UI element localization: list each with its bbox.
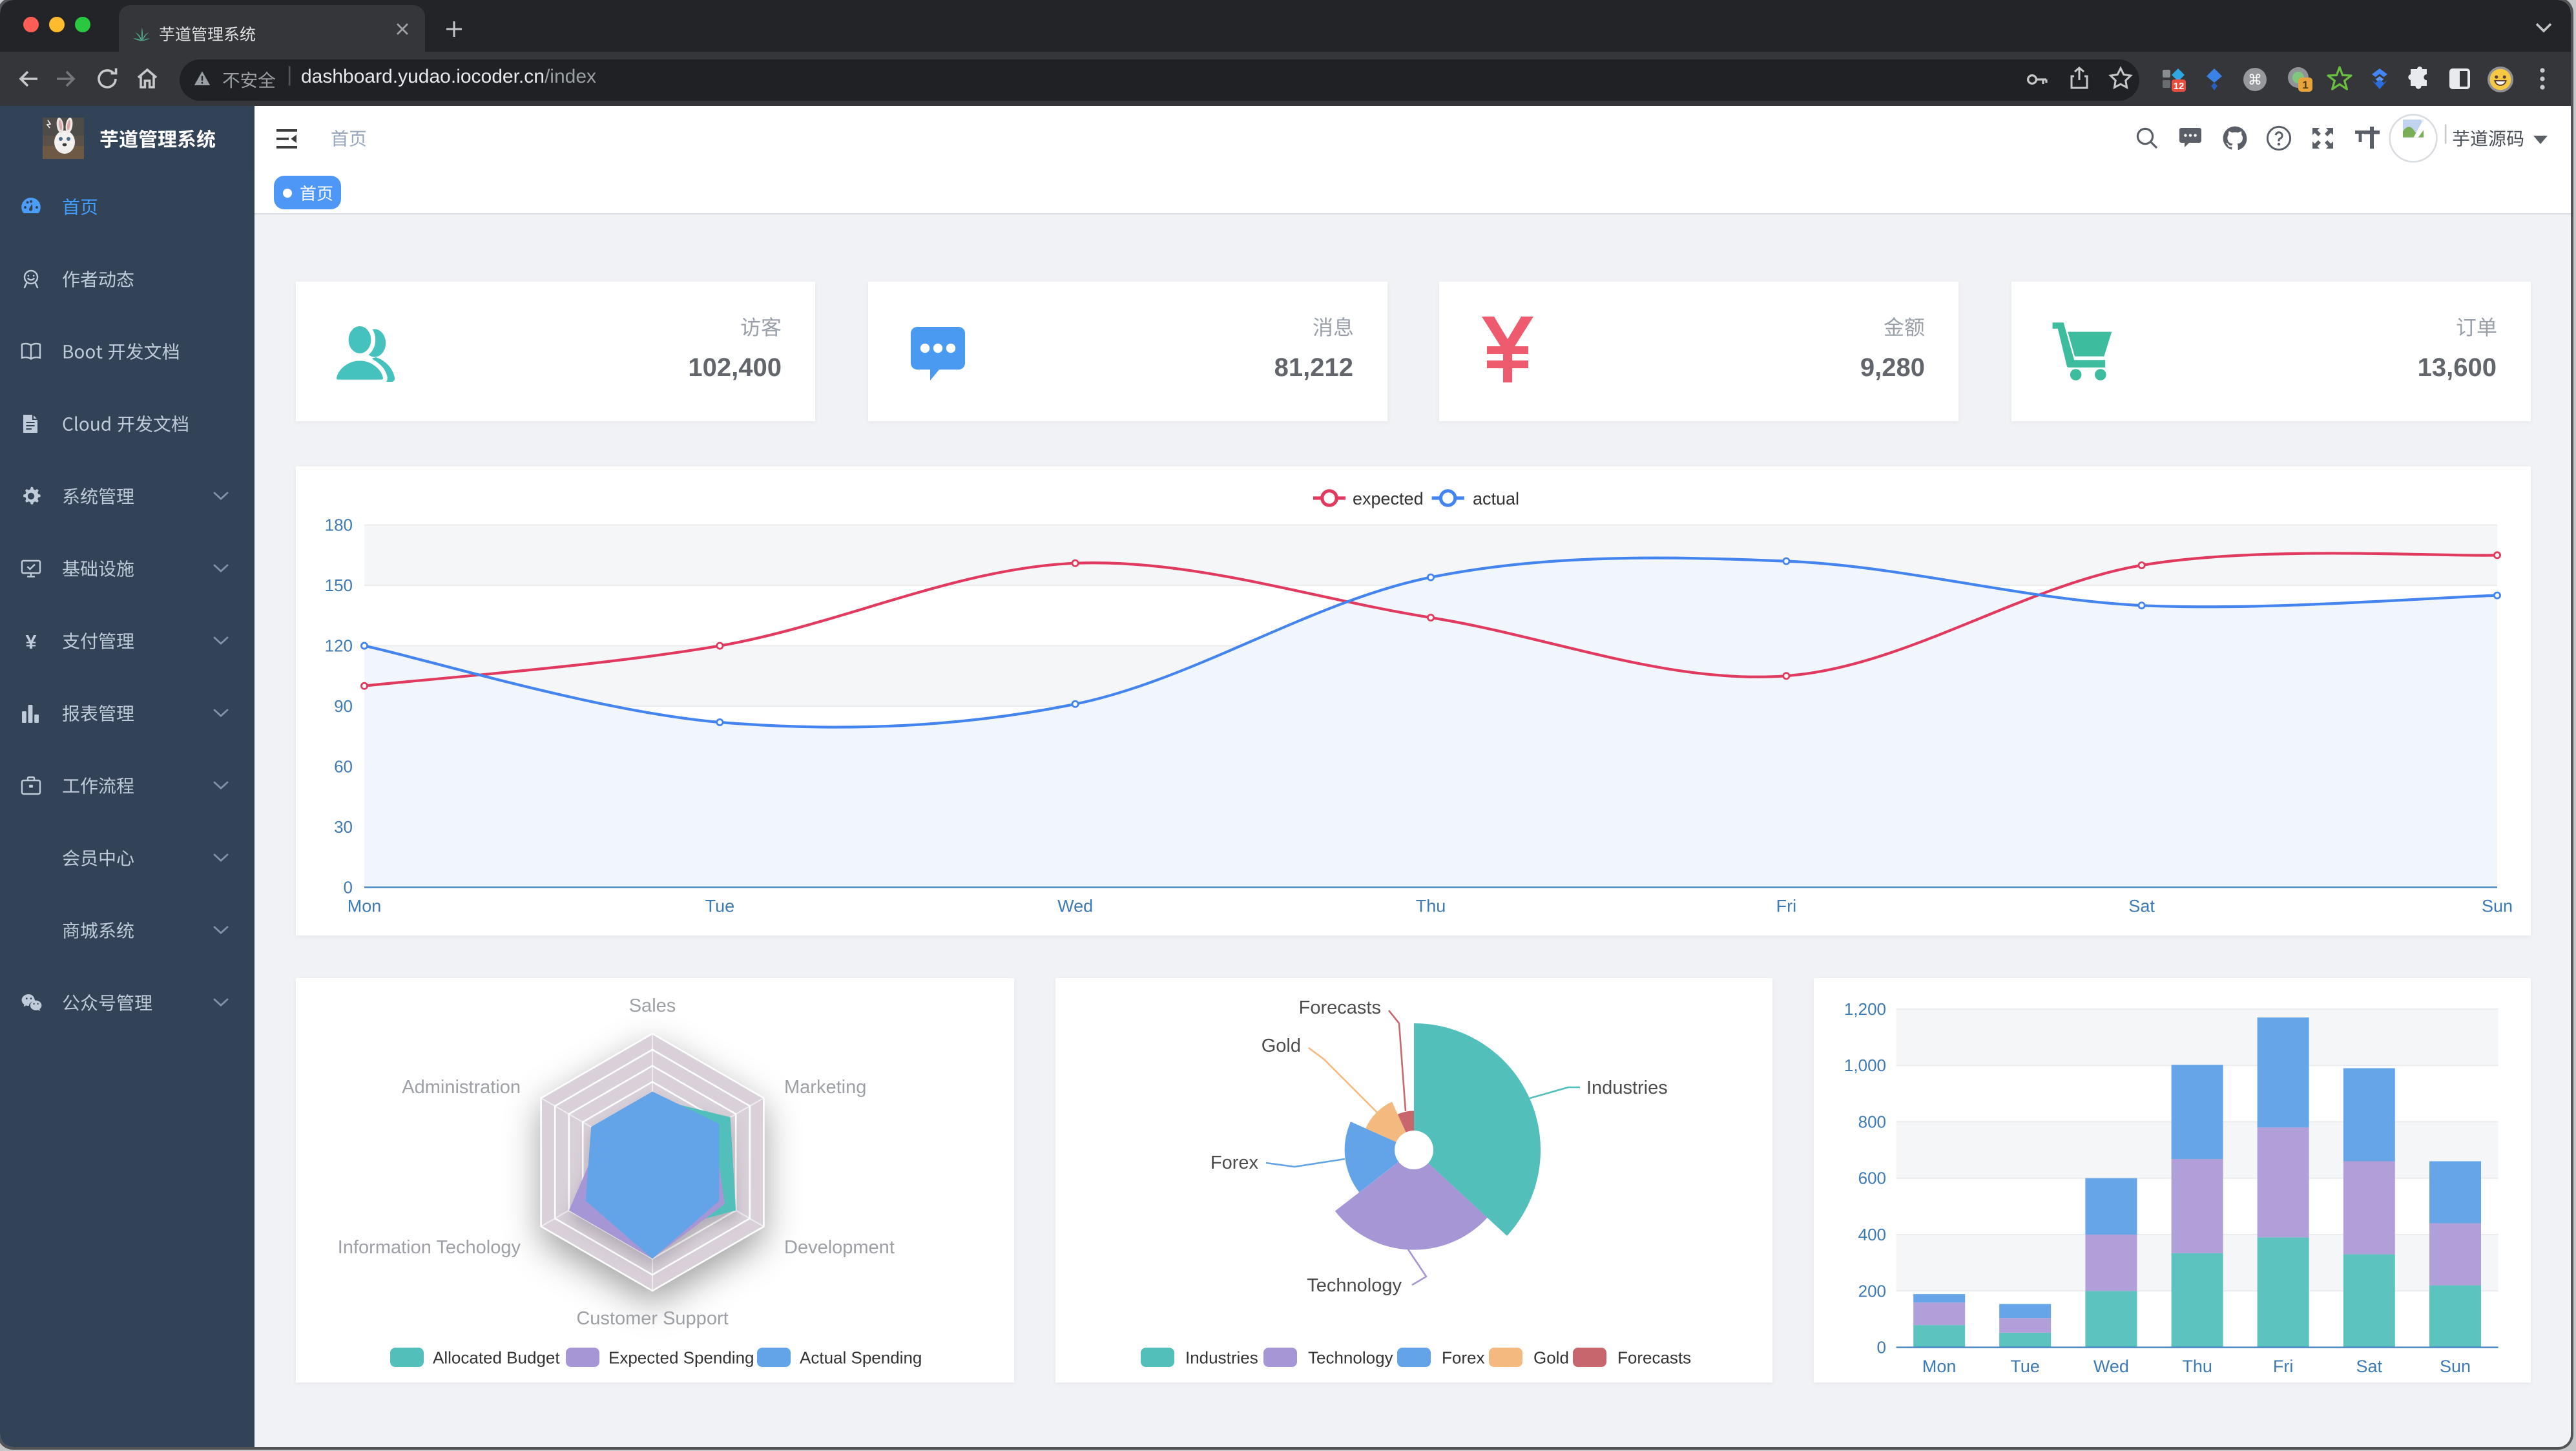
svg-text:Sat: Sat bbox=[2128, 896, 2155, 915]
svg-text:Allocated Budget: Allocated Budget bbox=[433, 1348, 560, 1368]
svg-text:Sun: Sun bbox=[2439, 1357, 2470, 1376]
svg-text:Forecasts: Forecasts bbox=[1298, 997, 1380, 1018]
svg-text:Thu: Thu bbox=[2181, 1357, 2212, 1376]
svg-text:Tue: Tue bbox=[705, 896, 735, 915]
svg-text:400: 400 bbox=[1858, 1225, 1885, 1244]
svg-text:Wed: Wed bbox=[2093, 1357, 2128, 1376]
svg-text:Development: Development bbox=[784, 1237, 895, 1258]
svg-text:Technology: Technology bbox=[1306, 1275, 1401, 1296]
svg-text:⌘: ⌘ bbox=[2248, 72, 2262, 88]
svg-text:Expected Spending: Expected Spending bbox=[608, 1348, 754, 1368]
svg-text:Industries: Industries bbox=[1185, 1348, 1258, 1368]
svg-text:1: 1 bbox=[2302, 79, 2308, 91]
svg-text:Forex: Forex bbox=[1210, 1153, 1258, 1173]
svg-text:Industries: Industries bbox=[1586, 1078, 1667, 1098]
svg-text:60: 60 bbox=[334, 757, 353, 776]
svg-text:Thu: Thu bbox=[1416, 896, 1446, 915]
svg-text:12: 12 bbox=[2174, 81, 2185, 92]
svg-text:120: 120 bbox=[325, 636, 353, 656]
svg-text:Mon: Mon bbox=[1922, 1357, 1956, 1376]
svg-text:¥: ¥ bbox=[25, 631, 37, 651]
svg-text:Tue: Tue bbox=[2010, 1357, 2039, 1376]
svg-text:Information Techology: Information Techology bbox=[338, 1237, 521, 1258]
svg-text:actual: actual bbox=[1473, 489, 1519, 508]
svg-text:Gold: Gold bbox=[1261, 1036, 1300, 1056]
svg-text:1,000: 1,000 bbox=[1844, 1056, 1885, 1075]
svg-text:expected: expected bbox=[1353, 489, 1424, 508]
svg-text:Mon: Mon bbox=[348, 896, 382, 915]
svg-text:30: 30 bbox=[334, 817, 353, 837]
svg-text:200: 200 bbox=[1858, 1281, 1885, 1300]
svg-text:0: 0 bbox=[344, 877, 353, 897]
svg-text:90: 90 bbox=[334, 696, 353, 716]
svg-text:0: 0 bbox=[1876, 1338, 1885, 1357]
svg-text:Forecasts: Forecasts bbox=[1617, 1348, 1690, 1368]
svg-text:800: 800 bbox=[1858, 1112, 1885, 1131]
svg-text:Customer Support: Customer Support bbox=[576, 1308, 728, 1329]
svg-text:Sales: Sales bbox=[629, 996, 676, 1016]
svg-text:Forex: Forex bbox=[1441, 1348, 1484, 1368]
svg-text:Sun: Sun bbox=[2482, 896, 2513, 915]
svg-text:Administration: Administration bbox=[402, 1077, 521, 1098]
svg-text:1,200: 1,200 bbox=[1844, 999, 1885, 1019]
svg-text:Actual Spending: Actual Spending bbox=[800, 1348, 922, 1368]
svg-text:Technology: Technology bbox=[1307, 1348, 1393, 1368]
svg-text:150: 150 bbox=[325, 576, 353, 595]
svg-text:600: 600 bbox=[1858, 1169, 1885, 1188]
svg-text:Fri: Fri bbox=[2272, 1357, 2292, 1376]
svg-text:180: 180 bbox=[325, 516, 353, 535]
svg-text:Fri: Fri bbox=[1776, 896, 1796, 915]
svg-text:Sat: Sat bbox=[2356, 1357, 2382, 1376]
svg-text:Gold: Gold bbox=[1533, 1348, 1568, 1368]
svg-text:Marketing: Marketing bbox=[784, 1077, 866, 1098]
svg-text:Wed: Wed bbox=[1057, 896, 1093, 915]
